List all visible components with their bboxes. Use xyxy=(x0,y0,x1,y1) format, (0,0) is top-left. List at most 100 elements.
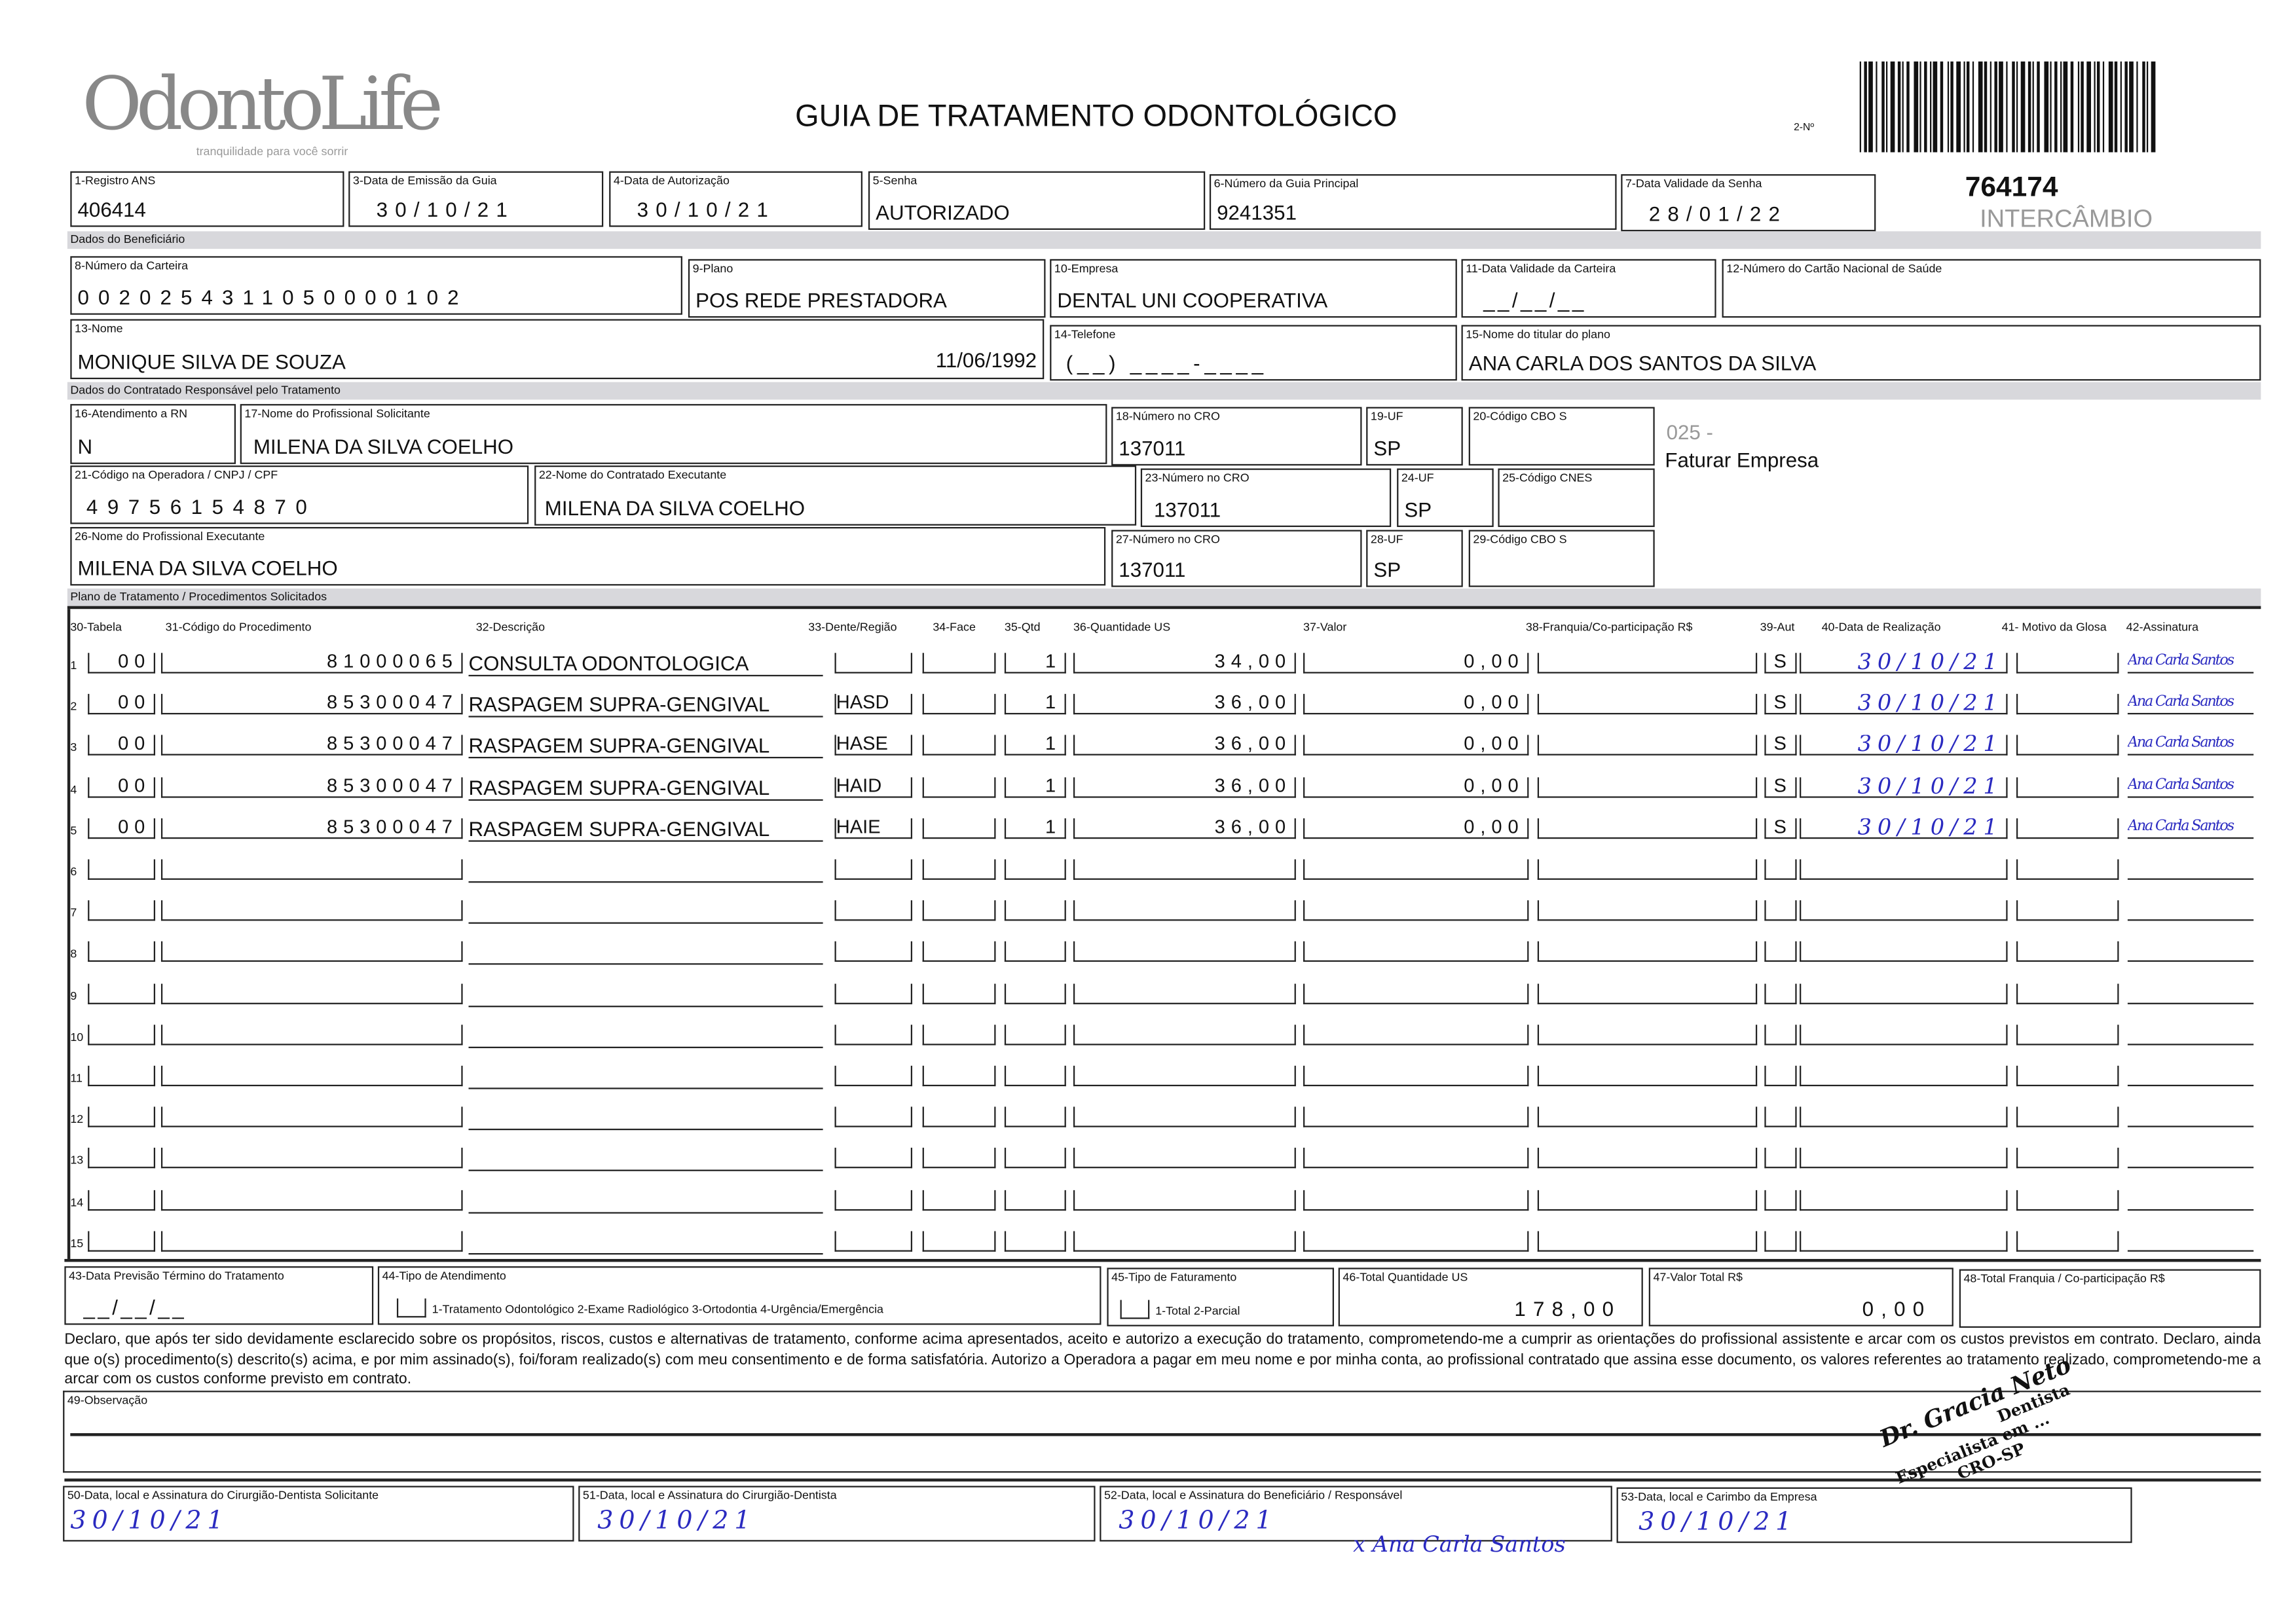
field-uf-profissional[interactable]: 28-UF SP xyxy=(1366,530,1463,587)
cell-data[interactable] xyxy=(1800,1106,2008,1128)
cell-data[interactable] xyxy=(1800,900,2008,921)
cell-franquia[interactable] xyxy=(1537,1106,1758,1128)
field-data-autorizacao[interactable]: 4-Data de Autorização 30/10/21 xyxy=(609,171,863,227)
cell-descricao[interactable] xyxy=(468,942,823,966)
cell-codigo[interactable] xyxy=(160,1065,463,1087)
cell-assinatura[interactable] xyxy=(2127,1148,2254,1169)
cell-descricao[interactable]: RASPAGEM SUPRA-GENGIVAL xyxy=(468,735,823,759)
cell-assinatura[interactable]: Ana Carla Santos xyxy=(2127,818,2254,839)
cell-valor[interactable] xyxy=(1303,983,1529,1004)
cell-franquia[interactable] xyxy=(1537,1189,1758,1211)
cell-glosa[interactable] xyxy=(2016,900,2119,921)
cell-face[interactable] xyxy=(922,735,996,756)
cell-qtd[interactable] xyxy=(1004,983,1066,1004)
cell-assinatura[interactable] xyxy=(2127,1066,2254,1087)
cell-valor[interactable] xyxy=(1303,900,1529,921)
cell-descricao[interactable] xyxy=(468,1148,823,1172)
field-uf-solicitante[interactable]: 19-UF SP xyxy=(1366,407,1463,466)
cell-us[interactable]: 36,00 xyxy=(1073,818,1296,839)
cell-franquia[interactable] xyxy=(1537,983,1758,1004)
cell-data[interactable] xyxy=(1800,1231,2008,1252)
cell-glosa[interactable] xyxy=(2016,941,2119,962)
cell-face[interactable] xyxy=(922,900,996,921)
field-nome[interactable]: 13-Nome MONIQUE SILVA DE SOUZA 11/06/1992 xyxy=(70,319,1045,380)
cell-descricao[interactable] xyxy=(468,1025,823,1048)
cell-aut[interactable] xyxy=(1764,1065,1797,1087)
cell-dente[interactable] xyxy=(834,1231,913,1252)
field-cro-executante[interactable]: 23-Número no CRO 137011 xyxy=(1140,468,1392,527)
cell-assinatura[interactable] xyxy=(2127,1025,2254,1046)
field-senha[interactable]: 5-Senha AUTORIZADO xyxy=(868,171,1206,230)
cell-us[interactable] xyxy=(1073,1189,1296,1211)
cell-qtd[interactable]: 1 xyxy=(1004,818,1066,839)
cell-descricao[interactable] xyxy=(468,1066,823,1089)
cell-data[interactable] xyxy=(1800,941,2008,962)
cell-aut[interactable] xyxy=(1764,1148,1797,1169)
cell-aut[interactable]: S xyxy=(1764,653,1797,674)
cell-franquia[interactable] xyxy=(1537,653,1758,674)
cell-codigo[interactable]: 85300047 xyxy=(160,735,463,756)
cell-qtd[interactable]: 1 xyxy=(1004,776,1066,797)
cell-assinatura[interactable] xyxy=(2127,1190,2254,1211)
cell-data[interactable]: 30/10/21 xyxy=(1800,818,2008,839)
cell-glosa[interactable] xyxy=(2016,653,2119,674)
cell-data[interactable] xyxy=(1800,1148,2008,1169)
cell-qtd[interactable] xyxy=(1004,941,1066,962)
cell-face[interactable] xyxy=(922,1065,996,1087)
cell-tabela[interactable] xyxy=(88,1231,156,1252)
cell-data[interactable]: 30/10/21 xyxy=(1800,653,2008,674)
cell-dente[interactable]: HAIE xyxy=(834,818,913,839)
cell-valor[interactable] xyxy=(1303,1106,1529,1128)
cell-aut[interactable]: S xyxy=(1764,776,1797,797)
cell-franquia[interactable] xyxy=(1537,859,1758,880)
cell-face[interactable] xyxy=(922,1148,996,1169)
field-cbo-profissional[interactable]: 29-Código CBO S xyxy=(1468,530,1655,587)
cell-dente[interactable] xyxy=(834,653,913,674)
cell-face[interactable] xyxy=(922,1024,996,1046)
cell-tabela[interactable] xyxy=(88,1024,156,1046)
cell-glosa[interactable] xyxy=(2016,735,2119,756)
cell-qtd[interactable] xyxy=(1004,1024,1066,1046)
cell-us[interactable] xyxy=(1073,1024,1296,1046)
cell-tabela[interactable]: 00 xyxy=(88,818,156,839)
cell-aut[interactable] xyxy=(1764,1106,1797,1128)
cell-valor[interactable] xyxy=(1303,1065,1529,1087)
cell-data[interactable] xyxy=(1800,983,2008,1004)
field-observacao[interactable]: 49-Observação xyxy=(63,1391,2261,1473)
cell-dente[interactable]: HAID xyxy=(834,776,913,797)
field-profissional-executante[interactable]: 26-Nome do Profissional Executante MILENA… xyxy=(70,526,1106,586)
cell-tabela[interactable] xyxy=(88,1065,156,1087)
field-validade-carteira[interactable]: 11-Data Validade da Carteira __/__/__ xyxy=(1461,259,1716,318)
cell-face[interactable] xyxy=(922,776,996,797)
cell-face[interactable] xyxy=(922,653,996,674)
tipo-atendimento-checkbox[interactable] xyxy=(396,1298,426,1318)
field-numero-carteira[interactable]: 8-Número da Carteira 0020254311050000102 xyxy=(70,256,682,315)
cell-valor[interactable]: 0,00 xyxy=(1303,694,1529,715)
cell-assinatura[interactable]: Ana Carla Santos xyxy=(2127,694,2254,715)
cell-codigo[interactable]: 81000065 xyxy=(160,653,463,674)
cell-aut[interactable] xyxy=(1764,859,1797,880)
cell-descricao[interactable] xyxy=(468,983,823,1007)
cell-codigo[interactable]: 85300047 xyxy=(160,818,463,839)
cell-dente[interactable] xyxy=(834,1106,913,1128)
cell-descricao[interactable]: RASPAGEM SUPRA-GENGIVAL xyxy=(468,818,823,842)
cell-face[interactable] xyxy=(922,818,996,839)
cell-valor[interactable] xyxy=(1303,859,1529,880)
cell-glosa[interactable] xyxy=(2016,1024,2119,1046)
cell-data[interactable] xyxy=(1800,1065,2008,1087)
cell-us[interactable] xyxy=(1073,1231,1296,1252)
cell-aut[interactable] xyxy=(1764,900,1797,921)
field-uf-executante[interactable]: 24-UF SP xyxy=(1397,468,1494,527)
cell-glosa[interactable] xyxy=(2016,694,2119,715)
field-registro-ans[interactable]: 1-Registro ANS 406414 xyxy=(70,171,344,227)
cell-dente[interactable] xyxy=(834,1065,913,1087)
field-cro-profissional[interactable]: 27-Número no CRO 137011 xyxy=(1111,530,1362,587)
field-cnes[interactable]: 25-Código CNES xyxy=(1498,468,1655,527)
field-total-franquia[interactable]: 48-Total Franquia / Co-participação R$ xyxy=(1959,1269,2261,1328)
cell-codigo[interactable]: 85300047 xyxy=(160,776,463,797)
cell-face[interactable] xyxy=(922,1189,996,1211)
cell-qtd[interactable] xyxy=(1004,1189,1066,1211)
cell-us[interactable]: 34,00 xyxy=(1073,653,1296,674)
cell-codigo[interactable] xyxy=(160,1148,463,1169)
cell-qtd[interactable]: 1 xyxy=(1004,735,1066,756)
